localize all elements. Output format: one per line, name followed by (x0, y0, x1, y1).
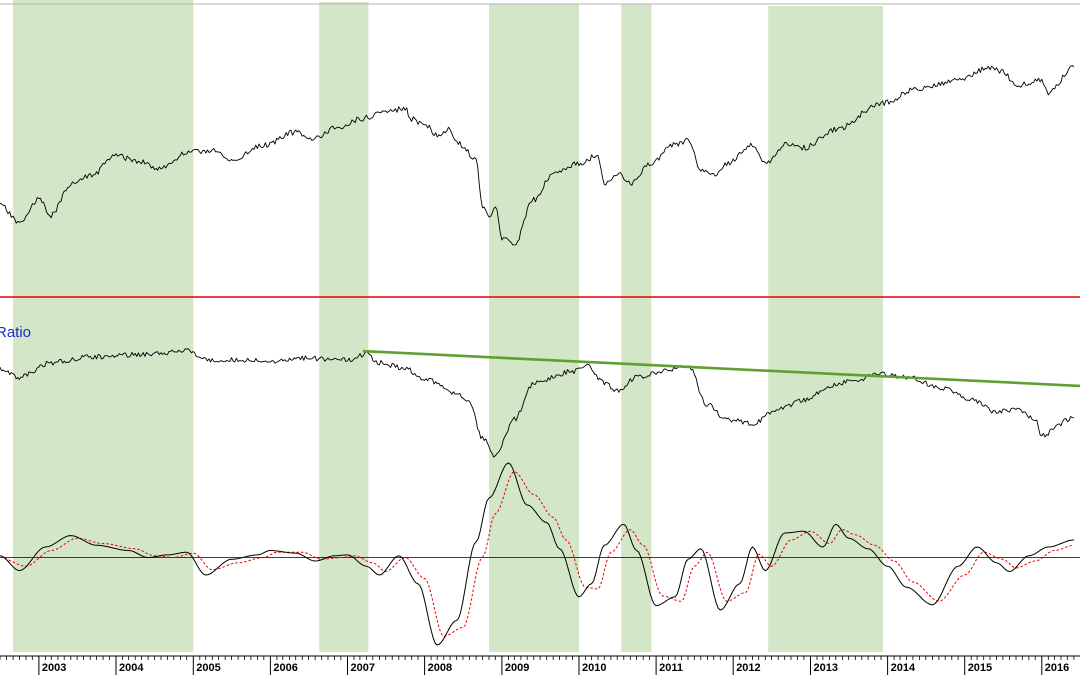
x-tick-label: 2004 (119, 662, 144, 674)
oscillator-panel (0, 462, 1080, 646)
x-axis: 2003 2004 2005 2006 2007 2008 2009 2010 2011 2012… (0, 655, 1080, 675)
shaded-period-4 (621, 4, 652, 652)
x-tick-label: 2011 (659, 662, 683, 674)
x-tick-label: 2016 (1045, 662, 1069, 674)
x-tick-label: 2008 (428, 662, 452, 674)
x-tick-label: 2007 (351, 662, 375, 674)
shaded-period-3 (489, 4, 579, 652)
x-tick-label: 2009 (505, 662, 529, 674)
x-tick-label: 2006 (273, 662, 297, 674)
price-panel (0, 65, 1075, 246)
price-series-line (0, 65, 1075, 246)
x-tick-label: 2003 (42, 662, 66, 674)
x-tick-label: 2012 (736, 662, 760, 674)
shaded-periods (13, 0, 883, 652)
ratio-panel: Ratio (0, 324, 1080, 458)
oscillator-signal-line (0, 471, 1074, 637)
shaded-period-1 (13, 0, 194, 652)
x-tick-label: 2005 (196, 662, 220, 674)
x-tick-label: 2014 (891, 662, 916, 674)
shaded-period-2 (319, 2, 369, 652)
shaded-period-5 (768, 6, 883, 652)
ratio-panel-label: Ratio (0, 324, 31, 341)
oscillator-line (0, 462, 1074, 646)
x-tick-label: 2015 (968, 662, 992, 674)
ratio-trendline (362, 349, 1080, 388)
x-tick-label: 2010 (582, 662, 606, 674)
x-tick-label: 2013 (814, 662, 838, 674)
ratio-series-line (0, 348, 1074, 458)
chart-frame (0, 3, 1080, 298)
